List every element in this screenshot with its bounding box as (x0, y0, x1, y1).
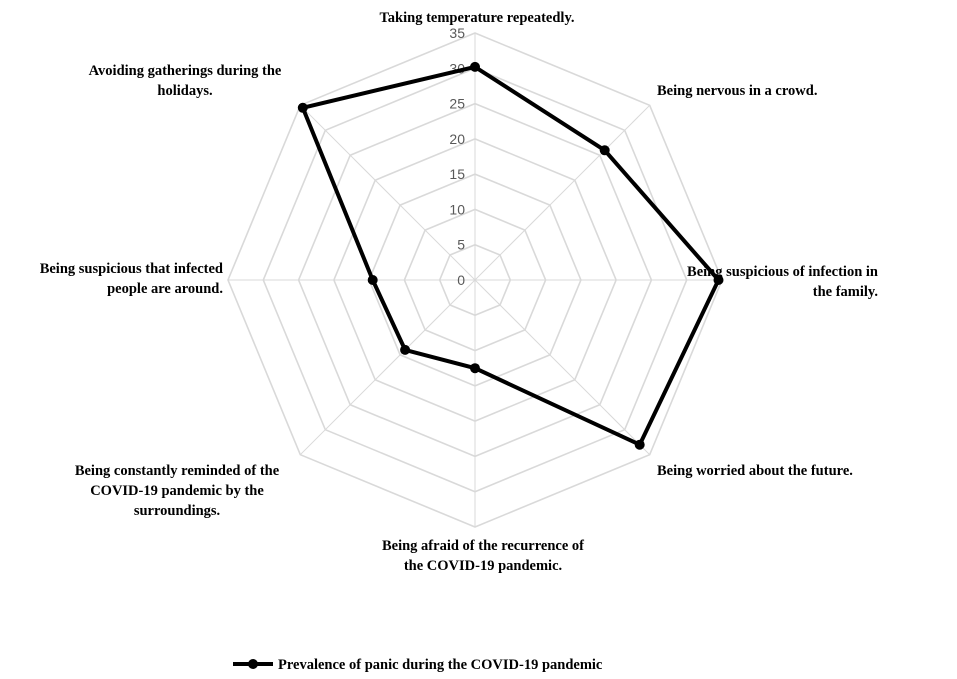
category-label-line: Taking temperature repeatedly. (379, 10, 574, 26)
data-point-6 (367, 275, 378, 285)
category-label-5: Being constantly reminded of the COVID-19… (75, 463, 280, 519)
tick-label-20: 20 (449, 131, 465, 147)
legend-label: Prevalence of panic during the COVID-19 … (278, 657, 603, 673)
category-label-line: COVID-19 pandemic by the (90, 483, 264, 499)
spoke-1 (474, 104, 651, 281)
legend: Prevalence of panic during the COVID-19 … (233, 657, 603, 673)
data-point-3 (634, 439, 645, 450)
data-point-4 (470, 363, 480, 374)
category-label-0: Taking temperature repeatedly. (379, 10, 574, 26)
category-label-line: the COVID-19 pandemic. (404, 558, 562, 574)
category-label-line: Being nervous in a crowd. (657, 83, 817, 99)
category-label-6: Being suspicious that infected people are… (40, 261, 223, 297)
category-label-line: Being suspicious of infection in (687, 264, 878, 280)
data-point-7 (297, 102, 308, 113)
tick-label-0: 0 (457, 272, 465, 288)
category-label-line: people are around. (107, 281, 223, 297)
category-label-2: Being suspicious of infection in the fami… (687, 264, 878, 300)
category-label-line: Avoiding gatherings during the (89, 63, 282, 79)
spoke-3 (474, 279, 651, 456)
category-label-3: Being worried about the future. (657, 463, 853, 479)
tick-label-10: 10 (449, 201, 465, 217)
legend-marker (248, 659, 258, 669)
data-point-1 (599, 145, 610, 156)
category-labels: Taking temperature repeatedly. Being nerv… (40, 10, 878, 574)
category-label-line: Being worried about the future. (657, 463, 853, 479)
category-label-4: Being afraid of the recurrence of the COV… (382, 538, 584, 574)
category-label-line: Being constantly reminded of the (75, 463, 280, 479)
category-label-line: the family. (813, 284, 878, 300)
tick-label-5: 5 (457, 237, 465, 253)
category-label-line: surroundings. (134, 503, 220, 519)
data-point-5 (400, 344, 411, 355)
category-label-line: Being suspicious that infected (40, 261, 223, 277)
series-layer (297, 61, 724, 450)
series-line-0 (300, 64, 721, 448)
spoke-5 (299, 279, 476, 456)
tick-label-35: 35 (449, 25, 465, 41)
category-label-1: Being nervous in a crowd. (657, 83, 817, 99)
category-label-line: holidays. (157, 83, 212, 99)
tick-label-15: 15 (449, 166, 465, 182)
data-point-2 (713, 275, 724, 285)
spoke-7 (299, 104, 476, 281)
category-label-line: Being afraid of the recurrence of (382, 538, 584, 554)
category-label-7: Avoiding gatherings during the holidays. (89, 63, 282, 99)
tick-label-25: 25 (449, 96, 465, 112)
data-point-0 (470, 61, 480, 72)
radar-grid (227, 32, 723, 528)
